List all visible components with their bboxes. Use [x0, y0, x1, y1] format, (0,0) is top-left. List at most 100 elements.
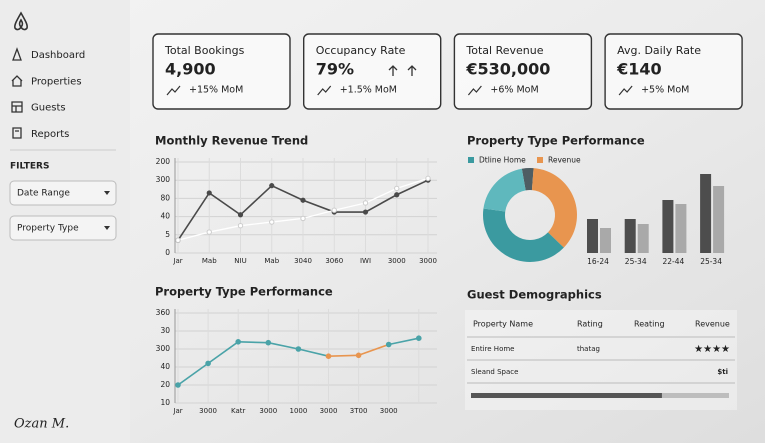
dropdown[interactable] [9, 215, 117, 241]
bar [662, 200, 674, 253]
point [269, 219, 275, 225]
line-segment [298, 348, 329, 357]
point [425, 175, 431, 182]
nav-icon [11, 101, 23, 113]
nav-icon [11, 75, 23, 87]
x-tick-label: 3000 [388, 257, 406, 265]
legend-swatch [468, 157, 474, 163]
table-cell: ★★★★ [694, 344, 730, 355]
point [355, 352, 362, 359]
x-tick-label: 3000 [380, 407, 398, 415]
point [237, 212, 244, 218]
table-cell: Sleand Space [471, 368, 518, 376]
kpi-value: 4,900 [165, 60, 216, 79]
y-tick-label: 40 [160, 362, 170, 371]
point [331, 207, 337, 213]
dropdown-label: Property Type [17, 224, 79, 234]
trend-icon [317, 85, 332, 96]
kpi-value: 79% [316, 60, 354, 79]
point [325, 353, 332, 360]
x-tick-label: Jar [172, 257, 182, 265]
point [206, 229, 212, 235]
line-segment [328, 354, 359, 357]
point [265, 339, 272, 346]
trend-icon [618, 85, 633, 96]
x-tick-label: 3060 [325, 257, 343, 265]
line-segment [177, 362, 209, 386]
kpi-delta: +5% MoM [641, 85, 689, 96]
line-segment [238, 341, 269, 344]
point [300, 215, 306, 222]
point [237, 223, 244, 229]
x-tick-label: 16-24 [587, 257, 609, 266]
kpi-title: Total Revenue [465, 44, 543, 57]
nav-item[interactable]: Guests [31, 103, 66, 114]
y-tick-label: 200 [156, 157, 171, 166]
point [205, 360, 211, 367]
chart-title: Monthly Revenue Trend [155, 134, 308, 148]
dropdown[interactable] [9, 180, 117, 206]
line-segment [388, 337, 419, 346]
x-tick-label: NIU [234, 257, 246, 265]
y-tick-label: 10 [160, 398, 170, 407]
point [269, 183, 275, 189]
bar [675, 204, 687, 253]
dropdown-arrow [104, 191, 110, 195]
point [235, 339, 241, 345]
point [362, 200, 369, 206]
x-tick-label: Mab [264, 257, 279, 265]
progress-fill [471, 393, 662, 398]
nav-icon [12, 47, 22, 61]
kpi-card [453, 33, 593, 110]
donut-slice [531, 168, 577, 248]
table-title: Guest Demographics [467, 288, 602, 302]
x-tick-label: Mab [202, 257, 217, 265]
bar [600, 228, 611, 253]
x-tick-label: IWI [360, 257, 371, 265]
chart-title: Property Type Performance [467, 134, 645, 148]
kpi-delta: +15% MoM [189, 85, 243, 96]
logo[interactable] [14, 11, 28, 31]
x-tick-label: Katr [231, 407, 246, 415]
y-tick-label: 360 [156, 308, 171, 317]
x-tick-label: 3000 [320, 407, 338, 415]
point [175, 382, 181, 388]
point [175, 237, 181, 243]
chart-title: Property Type Performance [155, 285, 333, 299]
y-tick-label: 40 [160, 212, 170, 221]
x-tick-label: 3000 [259, 407, 277, 415]
filters-title: FILTERS [10, 162, 49, 172]
point [416, 335, 422, 342]
x-tick-label: 1000 [289, 407, 307, 415]
table-header: Revenue [695, 320, 730, 329]
legend-label: Dtline Home [479, 156, 526, 165]
y-tick-label: 0 [165, 248, 170, 257]
y-tick-label: 80 [160, 193, 170, 202]
bar [713, 186, 725, 253]
y-tick-label: 300 [156, 344, 171, 353]
arrow-icon [407, 65, 417, 76]
dropdown-arrow [104, 226, 110, 230]
x-tick-label: Jar [172, 407, 182, 415]
x-tick-label: 3000 [419, 257, 437, 265]
x-tick-label: 22-44 [663, 257, 685, 266]
kpi-delta: +1.5% MoM [340, 85, 397, 96]
y-tick-label: 5 [165, 230, 170, 239]
donut-slice [521, 168, 534, 191]
trend-icon [166, 85, 181, 96]
point [362, 209, 369, 215]
kpi-card [303, 33, 442, 110]
donut-slice [483, 168, 526, 212]
point [385, 341, 392, 348]
table-cell: Entire Home [471, 345, 514, 353]
kpi-card [152, 33, 291, 110]
trend-icon [467, 85, 482, 96]
kpi-value: €530,000 [465, 60, 550, 79]
nav-item[interactable]: Dashboard [31, 50, 85, 61]
bar [624, 219, 636, 253]
y-tick-label: 30 [160, 326, 170, 335]
legend-label: Revenue [548, 156, 581, 165]
kpi-title: Total Bookings [164, 44, 245, 57]
nav-item[interactable]: Reports [31, 129, 69, 140]
nav-item[interactable]: Properties [31, 76, 82, 87]
